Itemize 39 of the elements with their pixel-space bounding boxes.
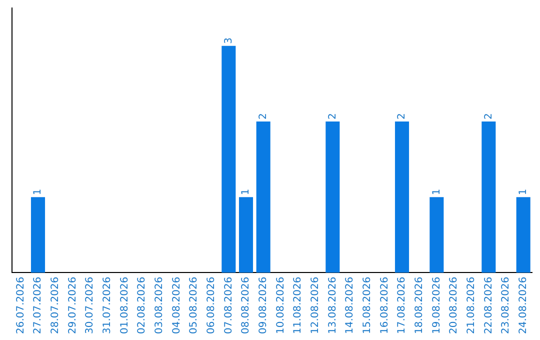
x-tick-label: 28.07.2026 [50, 276, 61, 334]
x-tick-label: 30.07.2026 [84, 276, 96, 334]
data-label: 2 [258, 113, 269, 120]
x-tick-label: 20.08.2026 [448, 276, 460, 334]
x-tick-label: 22.08.2026 [483, 276, 494, 334]
x-tick-label: 03.08.2026 [154, 276, 165, 334]
x-tick-label: 21.08.2026 [466, 276, 477, 334]
data-label: 2 [396, 113, 408, 120]
data-label: 2 [483, 113, 494, 120]
x-tick-label: 12.08.2026 [310, 276, 321, 334]
data-label: 1 [431, 188, 442, 196]
x-tick-label: 04.08.2026 [171, 276, 182, 334]
x-tick-label: 16.08.2026 [379, 276, 390, 334]
data-label: 2 [327, 113, 338, 120]
x-tick-label: 24.08.2026 [518, 276, 529, 334]
x-tick-label: 29.07.2026 [67, 276, 78, 334]
x-tick-label: 01.08.2026 [119, 276, 130, 334]
data-label: 1 [518, 188, 529, 196]
x-tick-label: 05.08.2026 [188, 276, 200, 334]
x-tick-label: 23.08.2026 [500, 276, 512, 334]
data-label: 1 [32, 188, 44, 196]
x-tick-label: 06.08.2026 [206, 276, 217, 334]
x-tick-label: 31.07.2026 [102, 276, 113, 334]
x-tick-label: 15.08.2026 [362, 276, 373, 334]
x-tick-label: 18.08.2026 [414, 276, 425, 334]
x-tick-label: 13.08.2026 [327, 276, 338, 334]
x-tick-label: 26.07.2026 [15, 276, 26, 334]
x-tick-label: 27.07.2026 [32, 276, 44, 334]
x-tick-label: 02.08.2026 [136, 276, 148, 334]
x-tick-label: 08.08.2026 [240, 276, 252, 334]
x-tick-label: 10.08.2026 [275, 276, 286, 334]
x-tick-label: 19.08.2026 [431, 276, 442, 334]
x-tick-label: 14.08.2026 [344, 276, 356, 334]
x-tick-label: 17.08.2026 [396, 276, 408, 334]
x-tick-label: 07.08.2026 [223, 276, 234, 334]
x-tick-label: 11.08.2026 [292, 276, 304, 334]
data-label: 3 [223, 37, 234, 44]
data-label: 1 [240, 188, 252, 196]
x-tick-label: 09.08.2026 [258, 276, 269, 334]
